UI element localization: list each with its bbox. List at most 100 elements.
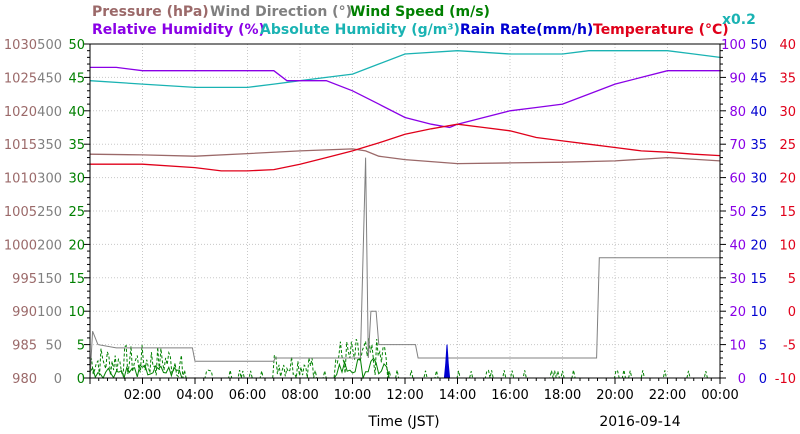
pressure-tick: 985 [12, 339, 37, 354]
wind-speed-tick: 40 [68, 105, 85, 120]
series-layer [89, 50, 721, 380]
legend-abs-scale: x0.2 [722, 12, 756, 28]
pressure-tick: 1025 [4, 71, 37, 86]
legend-rain-rate: Rain Rate(mm/h) [460, 22, 593, 38]
humidity-tick: 40 [729, 238, 746, 253]
humidity-tick: 60 [729, 172, 746, 187]
x-tick-label: 08:00 [281, 388, 318, 403]
x-axis: 02:00 04:00 06:00 08:00 10:00 12:00 14:00 16:00… [124, 388, 739, 403]
wind-speed-line [89, 357, 718, 380]
wind-speed-tick: 10 [68, 305, 85, 320]
humidity-tick: 50 [729, 205, 746, 220]
chart-date: 2016-09-14 [599, 414, 680, 430]
wind-speed-tick: 35 [68, 138, 85, 153]
wind-direction-tick: 350 [37, 138, 62, 153]
wind-speed-tick: 20 [68, 238, 85, 253]
temperature-tick: 5 [788, 272, 796, 287]
pressure-hpa-line [89, 148, 721, 165]
rain-rate-tick: 20 [750, 238, 767, 253]
rain-rate-tick: 30 [750, 172, 767, 187]
humidity-tick: 100 [721, 38, 746, 53]
rain-rate-tick: 0 [759, 372, 767, 387]
wind-speed-tick: 0 [77, 372, 85, 387]
rain-rate-tick: 5 [759, 339, 767, 354]
legend-wind-direction: Wind Direction (°) [210, 4, 352, 20]
wind-direction-tick: 150 [37, 272, 62, 287]
wind-direction-tick: 100 [37, 305, 62, 320]
x-tick-label: 20:00 [596, 388, 633, 403]
rain-rate-tick: 50 [750, 38, 767, 53]
legend-absolute-humidity: Absolute Humidity (g/m³) [260, 22, 460, 38]
pressure-tick: 1000 [4, 238, 37, 253]
wind-speed-tick: 50 [68, 38, 85, 53]
x-tick-label: 06:00 [229, 388, 266, 403]
wind-direction-tick: 0 [54, 372, 62, 387]
absolute-humidity-g-m-line [89, 50, 721, 89]
legend-row1: Pressure (hPa) Wind Direction (°) Wind S… [92, 4, 490, 20]
legend-wind-speed: Wind Speed (m/s) [350, 4, 490, 20]
plot-frame [89, 43, 721, 379]
humidity-tick: 0 [738, 372, 746, 387]
x-tick-label: 12:00 [386, 388, 423, 403]
rain-rate-tick: 10 [750, 305, 767, 320]
wind-direction-tick: 50 [45, 339, 62, 354]
x-tick-label: 02:00 [124, 388, 161, 403]
legend-row2: Relative Humidity (%) Absolute Humidity … [92, 12, 756, 38]
pressure-tick: 1015 [4, 138, 37, 153]
wind-speed-tick: 25 [68, 205, 85, 220]
wind-direction-tick: 500 [37, 38, 62, 53]
wind-direction-tick: 300 [37, 172, 62, 187]
wind-direction-tick: 250 [37, 205, 62, 220]
humidity-tick: 70 [729, 138, 746, 153]
x-tick-label: 16:00 [491, 388, 528, 403]
temperature-tick: 10 [779, 238, 796, 253]
rain-rate-tick: 15 [750, 272, 767, 287]
pressure-tick: 1020 [4, 105, 37, 120]
x-axis-label: Time (JST) [367, 414, 439, 430]
temperature-tick: 30 [779, 105, 796, 120]
temperature-tick: 0 [788, 305, 796, 320]
legend-temperature: Temperature (°C) [593, 22, 729, 38]
temperature-tick: 40 [779, 38, 796, 53]
y-axes: 1030102510201015101010051000995990985980… [4, 38, 796, 387]
wind-speed-tick: 15 [68, 272, 85, 287]
temperature-tick: -5 [783, 339, 796, 354]
x-tick-label: 22:00 [649, 388, 686, 403]
rain-rate-tick: 45 [750, 71, 767, 86]
rain-rate-mm-h-line [90, 344, 720, 379]
legend-pressure: Pressure (hPa) [92, 4, 209, 20]
wind-direction-line [89, 157, 720, 379]
grid [84, 43, 726, 384]
x-tick-label: 18:00 [544, 388, 581, 403]
pressure-tick: 990 [12, 305, 37, 320]
rain-rate-tick: 25 [750, 205, 767, 220]
x-tick-label: 04:00 [176, 388, 213, 403]
temperature-tick: 35 [779, 71, 796, 86]
pressure-tick: 1030 [4, 38, 37, 53]
temperature-tick: 15 [779, 205, 796, 220]
humidity-tick: 20 [729, 305, 746, 320]
pressure-tick: 1010 [4, 172, 37, 187]
humidity-tick: 30 [729, 272, 746, 287]
pressure-tick: 980 [12, 372, 37, 387]
humidity-tick: 10 [729, 339, 746, 354]
wind-direction-tick: 450 [37, 71, 62, 86]
wind-direction-tick: 200 [37, 238, 62, 253]
x-tick-label: 14:00 [439, 388, 476, 403]
wind-direction-tick: 400 [37, 105, 62, 120]
legend-relative-humidity: Relative Humidity (%) [92, 22, 265, 38]
wind-speed-tick: 5 [77, 339, 85, 354]
x-tick-label: 10:00 [334, 388, 371, 403]
humidity-tick: 80 [729, 105, 746, 120]
pressure-tick: 1005 [4, 205, 37, 220]
rain-rate-tick: 35 [750, 138, 767, 153]
temperature-tick: 25 [779, 138, 796, 153]
temperature-tick: -10 [775, 372, 796, 387]
humidity-tick: 90 [729, 71, 746, 86]
relative-humidity-line [90, 66, 720, 129]
rain-rate-tick: 40 [750, 105, 767, 120]
wind-speed-tick: 45 [68, 71, 85, 86]
wind-speed-tick: 30 [68, 172, 85, 187]
pressure-tick: 995 [12, 272, 37, 287]
